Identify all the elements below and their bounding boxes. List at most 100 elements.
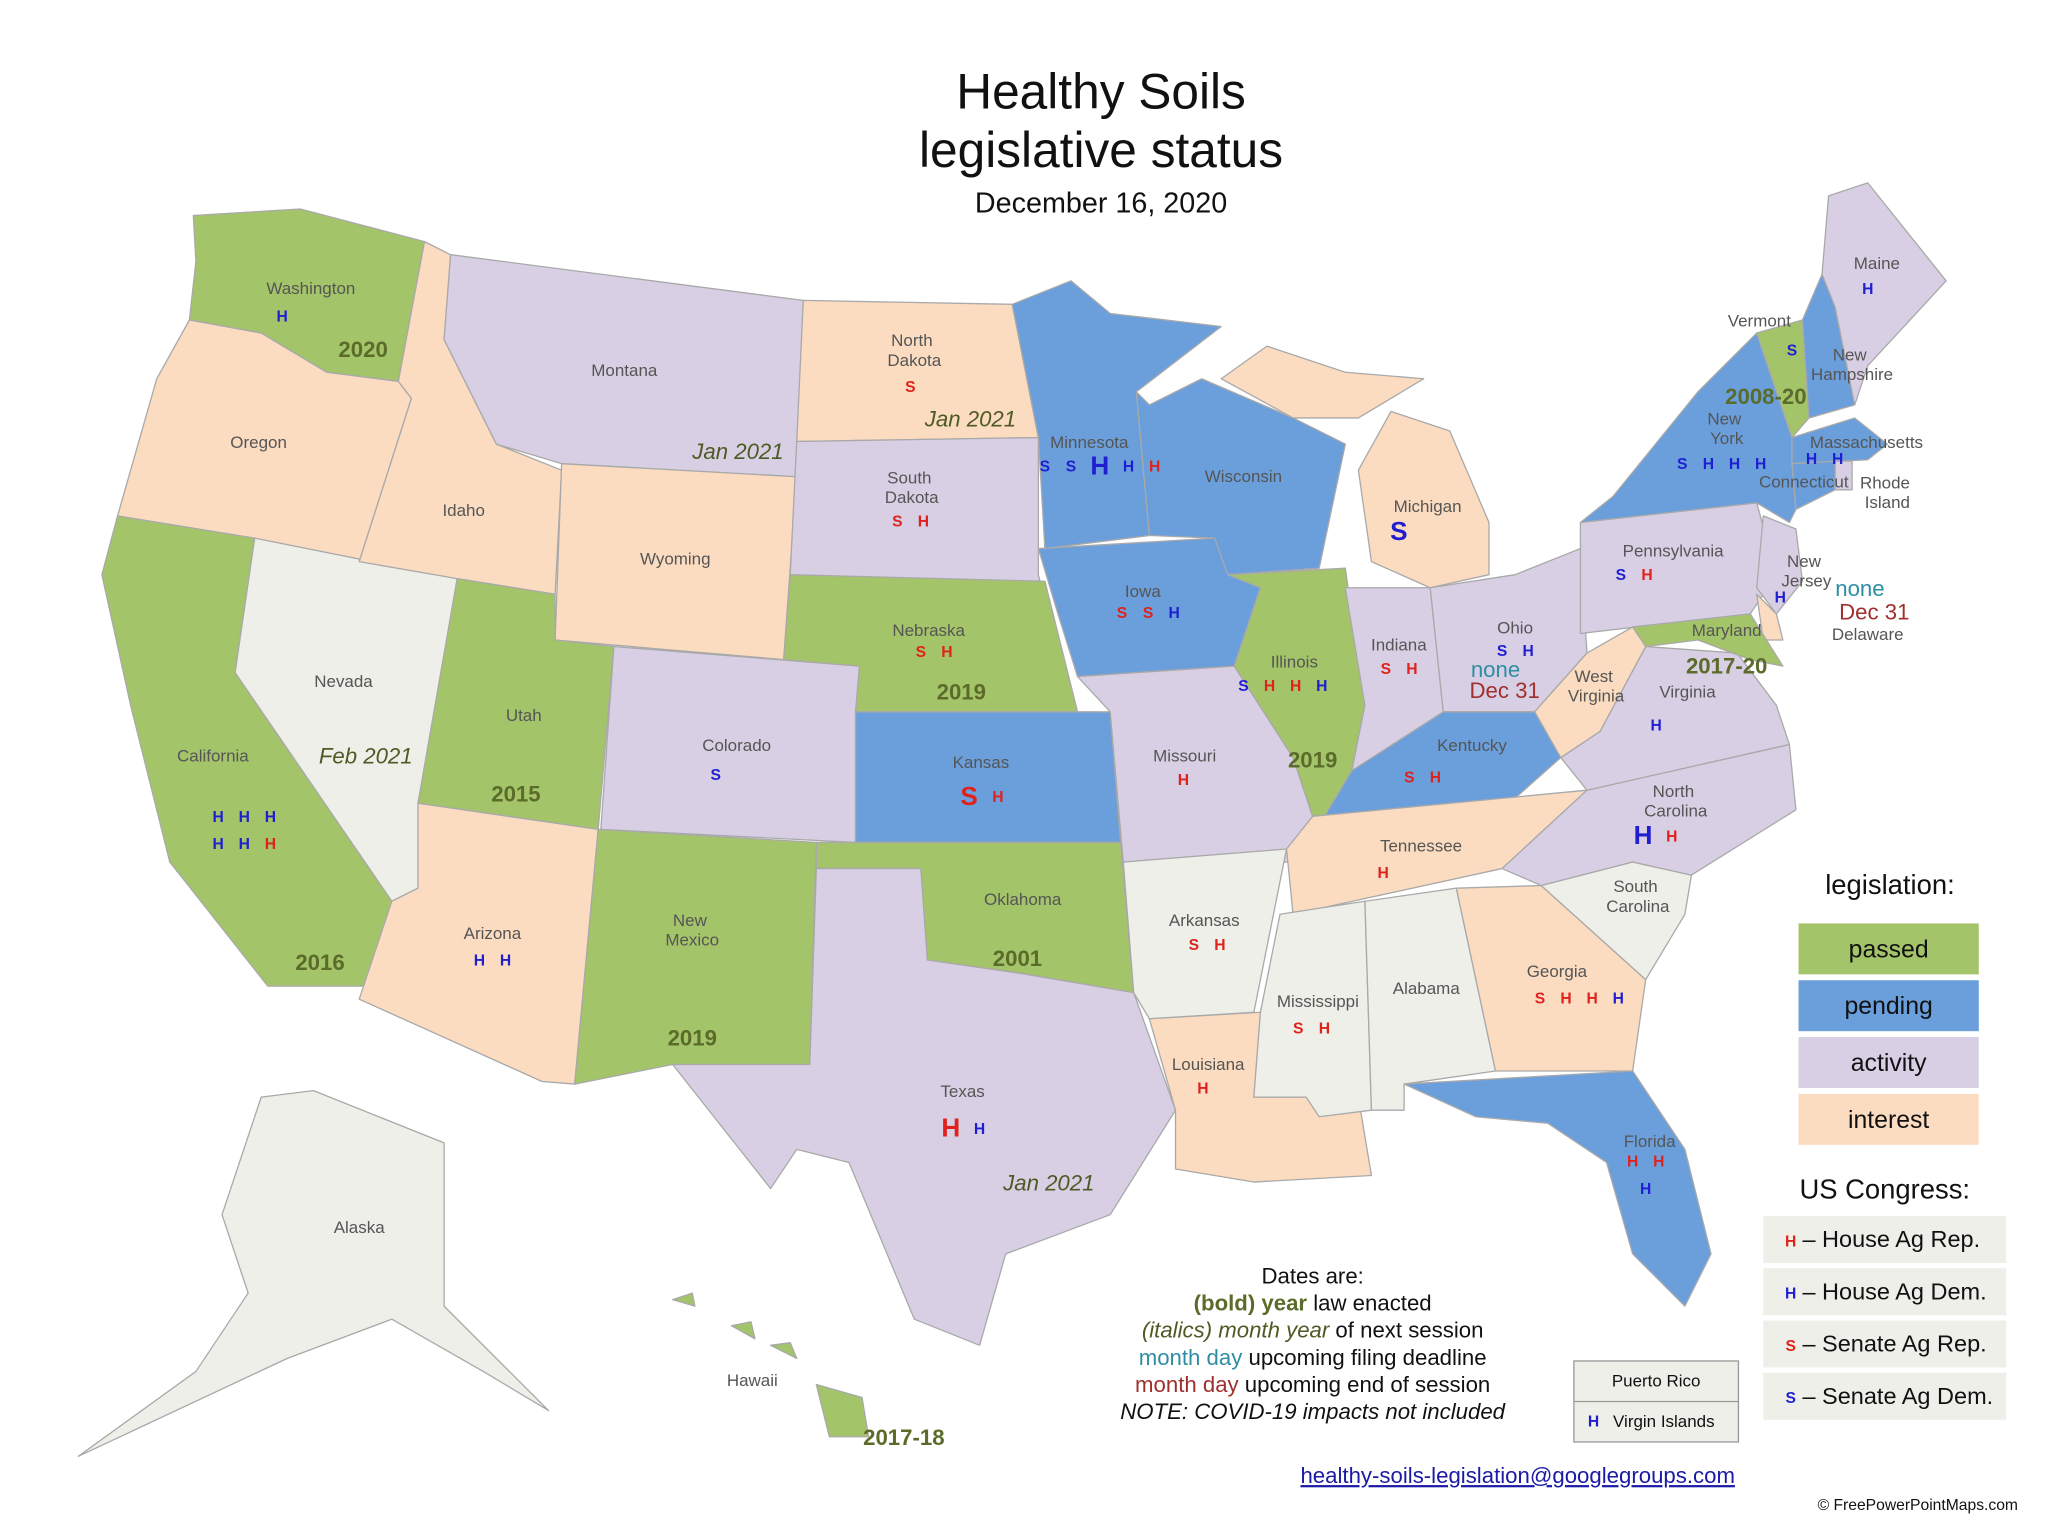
- enacted-year: 2019: [1288, 747, 1337, 772]
- state-name: Texas: [940, 1083, 984, 1102]
- code-letter: S: [1616, 567, 1626, 584]
- code-letter: H: [1634, 820, 1653, 850]
- state-shape: [672, 1292, 696, 1307]
- state-name: Alaska: [334, 1219, 385, 1238]
- title: legislative status: [919, 122, 1283, 178]
- next-session: Jan 2021: [1002, 1171, 1094, 1196]
- code-letter: S: [1787, 342, 1797, 359]
- code-letter: H: [276, 309, 287, 326]
- state-name: Tennessee: [1380, 837, 1462, 856]
- state-name: Virginia: [1659, 683, 1716, 702]
- state-shape: [1135, 378, 1346, 576]
- code-letter: H: [1641, 567, 1652, 584]
- code-letter: H: [1729, 456, 1740, 473]
- code-letter: S: [1293, 1020, 1303, 1037]
- congress-box: [1763, 1320, 2007, 1368]
- note-segment: month day: [1139, 1345, 1244, 1370]
- state-name: North Carolina: [1644, 782, 1708, 821]
- note-line: NOTE: COVID-19 impacts not included: [1120, 1399, 1505, 1424]
- code-letter: H: [239, 809, 250, 826]
- enacted-year: 2015: [491, 781, 540, 806]
- session-end: Dec 31: [1839, 600, 1909, 625]
- code-letter: H: [1319, 1020, 1330, 1037]
- state-name: Ohio: [1497, 619, 1533, 638]
- code-letter: H: [1613, 990, 1624, 1007]
- state-shapes: [77, 182, 1947, 1457]
- next-session: Jan 2021: [924, 406, 1016, 431]
- code-letter: H: [1640, 1181, 1651, 1198]
- session-end: Dec 31: [1469, 678, 1539, 703]
- state-name: Idaho: [442, 501, 484, 520]
- congress-label: – House Ag Dem.: [1802, 1278, 1986, 1304]
- code-letter: H: [992, 789, 1003, 806]
- state-name: New Hampshire: [1811, 346, 1893, 385]
- enacted-year: 2001: [993, 946, 1042, 971]
- congress-code: H: [1785, 1233, 1796, 1250]
- state-name: Pennsylvania: [1623, 542, 1724, 561]
- state-name: South Dakota: [885, 469, 939, 508]
- state-name: Washington: [266, 279, 355, 298]
- title: Healthy Soils: [956, 63, 1246, 119]
- code-letter: S: [1143, 605, 1153, 622]
- code-letter: S: [916, 644, 926, 661]
- state-name: New Jersey: [1781, 552, 1831, 591]
- state-name: Missouri: [1153, 747, 1216, 766]
- code-letter: S: [1535, 990, 1545, 1007]
- territory-name: Puerto Rico: [1612, 1371, 1701, 1390]
- state-name: New York: [1707, 410, 1746, 449]
- note-segment: Dates are:: [1261, 1263, 1363, 1288]
- note-line: month day upcoming end of session: [1135, 1372, 1490, 1397]
- code-letter: H: [1090, 450, 1109, 480]
- state-shape: [730, 1321, 756, 1340]
- code-letter: H: [1651, 717, 1662, 734]
- state-shape: [1122, 848, 1288, 1020]
- legend-swatch: [1798, 980, 1979, 1032]
- code-letter: H: [1588, 1414, 1599, 1431]
- state-shape: [1455, 884, 1647, 1072]
- filing-deadline: none: [1835, 576, 1884, 601]
- code-letter: H: [265, 809, 276, 826]
- congress-code: H: [1785, 1286, 1796, 1303]
- state-name: Wyoming: [640, 550, 711, 569]
- code-letter: H: [1666, 828, 1677, 845]
- code-letter: S: [1677, 456, 1687, 473]
- code-letter: S: [1117, 605, 1127, 622]
- date: December 16, 2020: [975, 188, 1227, 220]
- legend-title: legislation:: [1825, 869, 1955, 900]
- enacted-year: 2016: [295, 950, 344, 975]
- legend-label: interest: [1848, 1107, 1929, 1134]
- code-letter: H: [1862, 281, 1873, 298]
- state-name: Kentucky: [1437, 737, 1507, 756]
- state-name: Wisconsin: [1205, 468, 1282, 487]
- note-segment: upcoming filing deadline: [1242, 1345, 1486, 1370]
- code-letter: S: [1238, 678, 1248, 695]
- code-letter: H: [265, 836, 276, 853]
- code-letter: S: [1066, 459, 1076, 476]
- code-letter: H: [500, 952, 511, 969]
- state-name: Arkansas: [1169, 912, 1240, 931]
- state-name: Mississippi: [1277, 993, 1359, 1012]
- code-letter: H: [1560, 990, 1571, 1007]
- code-letter: S: [892, 514, 902, 531]
- state-shape: [1756, 593, 1784, 641]
- code-letter: H: [1290, 678, 1301, 695]
- state-shape: [1403, 1070, 1712, 1307]
- enacted-year: 2019: [668, 1026, 717, 1051]
- enacted-year: 2017-20: [1686, 653, 1767, 678]
- code-letter: S: [960, 781, 977, 811]
- state-shape: [77, 1089, 550, 1457]
- code-letter: H: [1378, 865, 1389, 882]
- state-shape: [1579, 332, 1797, 524]
- code-letter: S: [711, 767, 721, 784]
- congress-code: S: [1785, 1338, 1795, 1355]
- state-name: Nebraska: [892, 622, 965, 641]
- state-name: Michigan: [1394, 498, 1462, 517]
- email-link[interactable]: healthy-soils-legislation@googlegroups.c…: [1300, 1463, 1734, 1488]
- code-letter: H: [239, 836, 250, 853]
- code-letter: S: [1040, 459, 1050, 476]
- state-name: Louisiana: [1172, 1055, 1245, 1074]
- congress-title: US Congress:: [1799, 1173, 1970, 1204]
- legend-label: passed: [1849, 936, 1929, 963]
